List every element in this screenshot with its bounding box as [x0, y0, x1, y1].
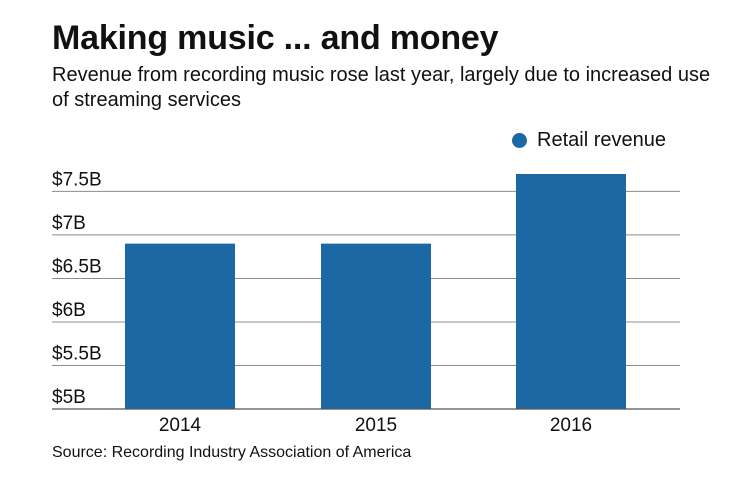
chart-title: Making music ... and money — [52, 19, 499, 57]
legend: Retail revenue — [512, 129, 666, 152]
source-note: Source: Recording Industry Association o… — [52, 444, 412, 461]
legend-swatch — [512, 133, 527, 148]
x-tick-label: 2016 — [550, 415, 592, 436]
bar — [516, 174, 626, 409]
chart-subtitle: Revenue from recording music rose last y… — [52, 64, 711, 111]
bar — [321, 243, 431, 409]
y-tick-label: $5.5B — [52, 343, 102, 364]
y-tick-label: $7.5B — [52, 169, 102, 190]
x-tick-label: 2015 — [355, 415, 397, 436]
legend-label: Retail revenue — [537, 129, 666, 151]
y-tick-label: $5B — [52, 387, 86, 408]
x-tick-label: 2014 — [159, 415, 202, 436]
y-tick-label: $6.5B — [52, 256, 102, 277]
y-tick-label: $6B — [52, 300, 86, 321]
bar — [125, 243, 235, 409]
y-tick-label: $7B — [52, 213, 86, 234]
